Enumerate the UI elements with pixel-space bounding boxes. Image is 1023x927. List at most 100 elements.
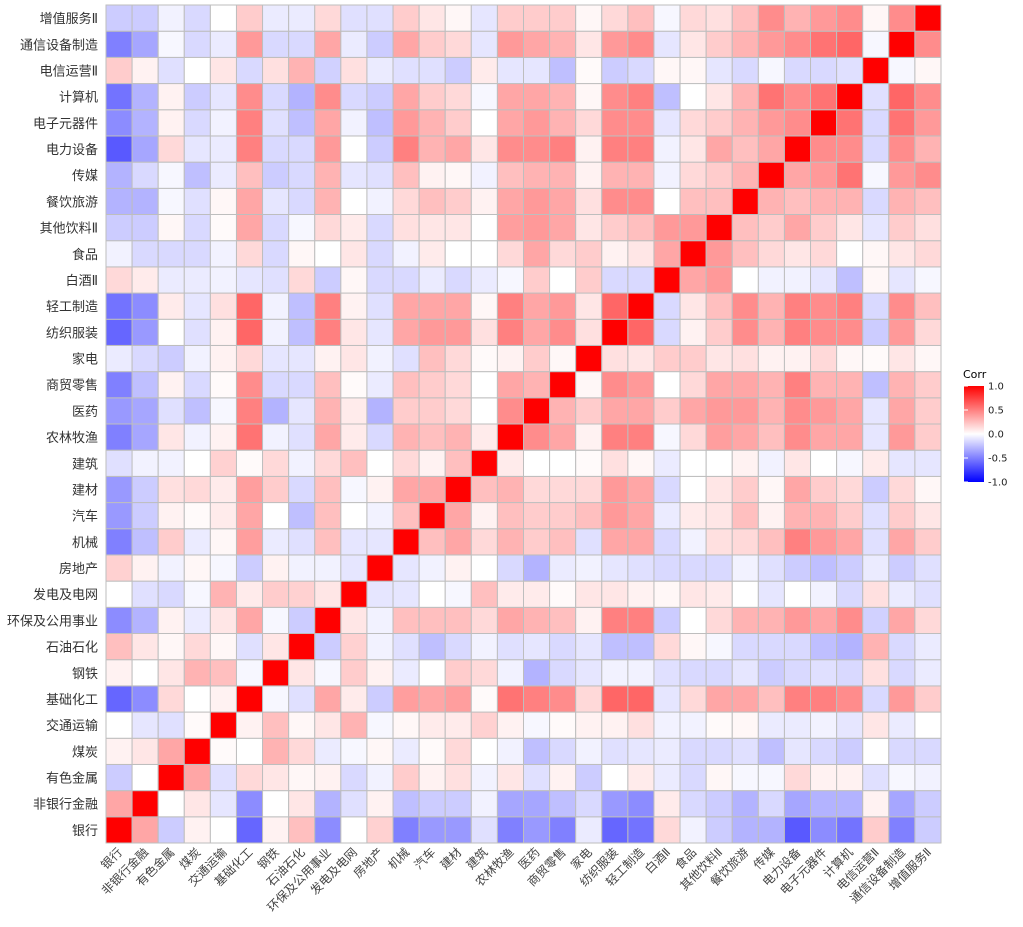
heatmap-cell — [705, 266, 733, 294]
heatmap-cell — [575, 790, 603, 818]
heatmap-cell — [105, 83, 133, 111]
heatmap-cell — [705, 502, 733, 530]
heatmap-cell — [157, 475, 185, 504]
heatmap-cell — [209, 502, 237, 530]
heatmap-cell — [470, 397, 498, 425]
x-tick-label: 建材 — [438, 845, 465, 872]
heatmap-cell — [627, 4, 655, 32]
heatmap-cell — [575, 763, 603, 792]
heatmap-cell — [366, 763, 394, 792]
heatmap-cell — [757, 763, 785, 792]
heatmap-cell — [183, 502, 211, 530]
heatmap-cell — [470, 135, 498, 163]
heatmap-cell — [235, 790, 264, 818]
heatmap-cell — [549, 502, 577, 530]
heatmap-cell — [496, 4, 525, 32]
heatmap-cell — [366, 266, 394, 294]
heatmap-cell — [601, 371, 629, 399]
heatmap-cell — [131, 633, 159, 661]
heatmap-cell — [418, 135, 446, 163]
heatmap-cell — [679, 659, 707, 687]
heatmap-cell — [914, 161, 942, 189]
heatmap-cell — [679, 109, 707, 137]
heatmap-cell — [235, 606, 264, 634]
heatmap-cell — [444, 449, 472, 477]
heatmap-cell — [783, 711, 812, 739]
heatmap-cell — [183, 161, 211, 189]
heatmap-cell — [627, 685, 655, 713]
y-tick-label: 商贸零售 — [46, 378, 98, 394]
heatmap-cell — [862, 292, 890, 320]
y-tick-label: 房地产 — [59, 561, 98, 577]
heatmap-cell — [105, 606, 133, 634]
heatmap-cell — [131, 240, 159, 268]
heatmap-cell — [836, 606, 864, 634]
heatmap-cell — [444, 763, 472, 792]
heatmap-cell — [366, 528, 394, 556]
heatmap-cell — [653, 397, 681, 425]
heatmap-cell — [679, 580, 707, 608]
heatmap-cell — [496, 528, 525, 556]
heatmap-cell — [627, 528, 655, 556]
heatmap-cell — [209, 685, 237, 713]
heatmap-cell — [209, 371, 237, 399]
heatmap-cell — [183, 685, 211, 713]
heatmap-cell — [549, 397, 577, 425]
heatmap-cell — [705, 449, 733, 477]
heatmap-cell — [105, 187, 133, 215]
heatmap-cell — [288, 30, 316, 58]
heatmap-cell — [783, 606, 812, 634]
heatmap-cell — [601, 790, 629, 818]
heatmap-cell — [810, 318, 838, 346]
heatmap-cell — [601, 83, 629, 111]
heatmap-cell — [157, 161, 185, 189]
heatmap-cell — [366, 292, 394, 320]
heatmap-cell — [444, 83, 472, 111]
heatmap-cell — [131, 371, 159, 399]
heatmap-cell — [470, 475, 498, 504]
heatmap-cell — [862, 737, 890, 765]
heatmap-cell — [262, 371, 290, 399]
heatmap-cell — [888, 502, 916, 530]
heatmap-cell — [888, 30, 916, 58]
heatmap-cell — [523, 737, 551, 765]
heatmap-cell — [209, 292, 237, 320]
heatmap-cell — [627, 502, 655, 530]
heatmap-cell — [549, 187, 577, 215]
heatmap-cell — [496, 56, 525, 85]
heatmap-cell — [262, 240, 290, 268]
heatmap-cell — [862, 633, 890, 661]
heatmap-cell — [679, 475, 707, 504]
heatmap-cell — [757, 371, 785, 399]
heatmap-cell — [810, 685, 838, 713]
heatmap-cell — [157, 187, 185, 215]
heatmap-cell — [235, 371, 264, 399]
heatmap-cell — [418, 737, 446, 765]
heatmap-cell — [888, 763, 916, 792]
heatmap-cell — [366, 475, 394, 504]
heatmap-cell — [653, 816, 681, 844]
heatmap-cell — [235, 763, 264, 792]
x-tick-label: 白酒Ⅱ — [641, 845, 673, 877]
heatmap-cell — [757, 187, 785, 215]
heatmap-cell — [418, 4, 446, 32]
heatmap-cell — [862, 449, 890, 477]
heatmap-cell — [157, 240, 185, 268]
heatmap-cell — [914, 266, 942, 294]
heatmap-cell — [523, 371, 551, 399]
heatmap-cell — [183, 528, 211, 556]
heatmap-cell — [836, 109, 864, 137]
heatmap-cell — [783, 737, 812, 765]
heatmap-cell — [601, 475, 629, 504]
heatmap-cell — [888, 528, 916, 556]
heatmap-cell — [392, 816, 420, 844]
heatmap-cell — [418, 344, 446, 373]
heatmap-cell — [836, 187, 864, 215]
heatmap-cell — [549, 816, 577, 844]
heatmap-cell — [783, 685, 812, 713]
heatmap-cell — [392, 606, 420, 634]
y-tick-label: 基础化工 — [46, 693, 98, 708]
heatmap-cell — [470, 240, 498, 268]
heatmap-cell — [627, 56, 655, 85]
heatmap-cell — [627, 318, 655, 346]
